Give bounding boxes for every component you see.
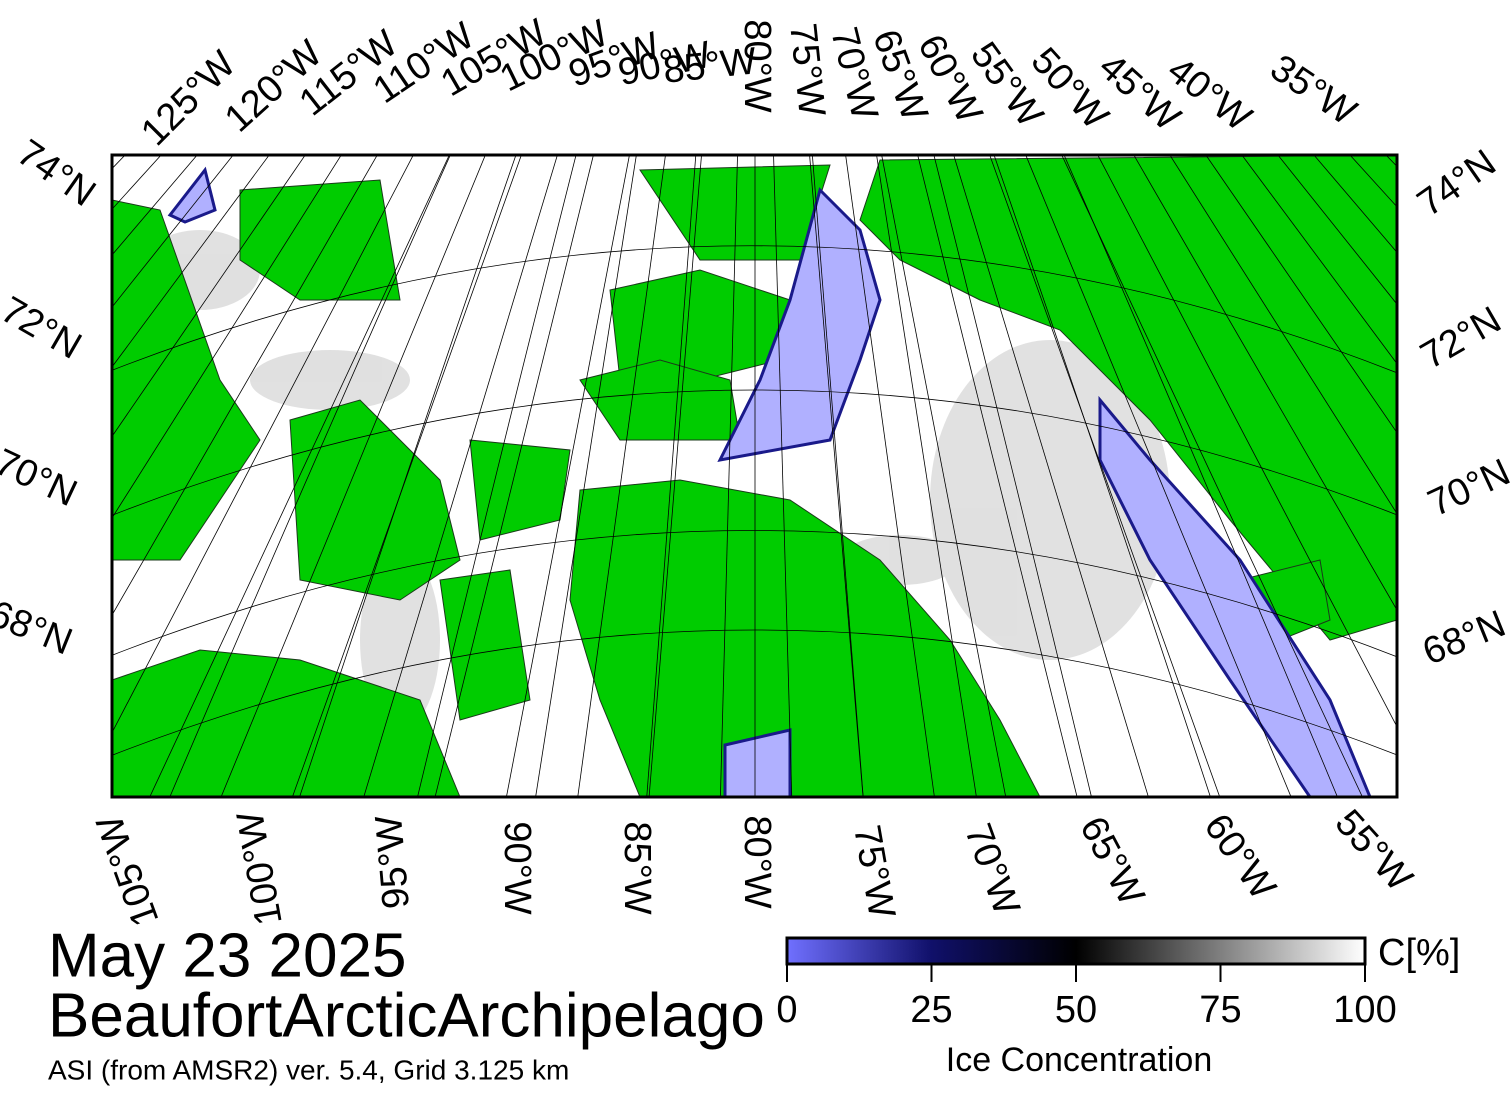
top-lon-label: 35°W — [1263, 47, 1364, 134]
meridian-minor — [363, 155, 558, 797]
graticule — [112, 155, 1397, 797]
parallel — [112, 245, 1397, 374]
map — [112, 155, 1397, 797]
meridian-minor — [720, 155, 738, 797]
land — [112, 155, 1397, 797]
bottom-lon-label: 60°W — [1196, 807, 1284, 908]
meridian-minor — [1277, 155, 1397, 305]
meridian — [299, 155, 517, 797]
bottom-lon-label: 105°W — [89, 810, 168, 932]
parallel — [112, 389, 1397, 516]
meridian-minor — [1205, 155, 1397, 434]
meridian-minor — [112, 155, 306, 438]
bottom-lon-label: 55°W — [1327, 802, 1421, 900]
meridian-minor — [220, 155, 486, 797]
meridian-minor — [577, 155, 666, 797]
meridian-minor — [112, 155, 234, 308]
meridian-minor — [648, 155, 702, 797]
source: ASI (from AMSR2) ver. 5.4, Grid 3.125 km — [48, 1054, 569, 1085]
colorbar-tick-label: 50 — [1055, 989, 1097, 1031]
top-lon-label: 80°W — [736, 19, 778, 112]
meridian — [646, 155, 697, 797]
meridian — [933, 155, 1092, 797]
colorbar — [785, 936, 1367, 966]
left-lat-label: 74°N — [9, 132, 103, 215]
meridian-minor — [434, 155, 594, 797]
bottom-lon-label: 100°W — [229, 808, 290, 928]
meridian — [812, 155, 864, 797]
meridian-minor — [112, 155, 414, 734]
meridian-minor — [1061, 155, 1363, 797]
right-lat-label: 74°N — [1410, 142, 1504, 225]
bottom-lon-label: 75°W — [845, 822, 903, 921]
colorbar-tick-label: 100 — [1333, 989, 1396, 1031]
meridian — [993, 155, 1211, 797]
meridian-minor — [917, 155, 1078, 797]
bottom-lon-label: 65°W — [1071, 810, 1152, 912]
meridian-minor — [953, 155, 1149, 797]
meridian-minor — [506, 155, 630, 797]
parallel — [112, 629, 1397, 756]
region: BeaufortArcticArchipelago — [48, 981, 765, 1050]
colorbar-unit: C[%] — [1378, 932, 1460, 974]
meridian-minor — [291, 155, 522, 797]
map-frame — [110, 153, 1399, 799]
top-lon-label: 75°W — [781, 21, 833, 118]
meridian-minor — [1025, 155, 1292, 797]
colorbar-tick-label: 0 — [776, 989, 797, 1031]
date: May 23 2025 — [48, 921, 406, 990]
bottom-lon-label: 85°W — [616, 821, 658, 914]
meridian — [417, 155, 577, 797]
top-lon-label: 40°W — [1160, 49, 1260, 140]
meridian-minor — [845, 155, 935, 797]
colorbar-tick-label: 75 — [1199, 989, 1241, 1031]
meridian-minor — [112, 155, 198, 256]
right-lat-label: 72°N — [1414, 299, 1509, 378]
meridian-minor — [773, 155, 793, 797]
meridian-minor — [112, 155, 342, 519]
meridian-minor — [1169, 155, 1397, 515]
meridian-minor — [989, 155, 1221, 797]
bottom-lon-label: 95°W — [368, 814, 418, 911]
top-lon-label: 50°W — [1023, 40, 1117, 138]
bottom-lon-label: 70°W — [956, 818, 1027, 920]
bottom-lon-label: 90°W — [496, 821, 538, 914]
top-lon-label: 85°W — [661, 40, 758, 92]
meridian-minor — [149, 155, 450, 797]
meridian-minor — [881, 155, 1007, 797]
top-lon-label: 125°W — [133, 43, 244, 154]
left-lat-label: 70°N — [0, 441, 83, 515]
bottom-lon-label: 80°W — [736, 815, 778, 908]
right-lat-label: 68°N — [1417, 603, 1511, 674]
left-lat-label: 68°N — [0, 593, 78, 664]
colorbar-tick-label: 25 — [910, 989, 952, 1031]
meridian-minor — [1097, 155, 1397, 728]
meridian-minor — [809, 155, 864, 797]
meridian-minor — [112, 155, 378, 616]
right-lat-label: 70°N — [1422, 451, 1512, 525]
meridian-minor — [1133, 155, 1397, 611]
meridian — [169, 155, 451, 797]
meridian-minor — [1241, 155, 1397, 365]
parallel — [112, 530, 1397, 658]
meridian — [1063, 155, 1338, 797]
meridian-minor — [112, 155, 270, 368]
colorbar-label: Ice Concentration — [946, 1041, 1213, 1079]
left-lat-label: 72°N — [0, 289, 88, 368]
meridian-minor — [1313, 155, 1397, 253]
